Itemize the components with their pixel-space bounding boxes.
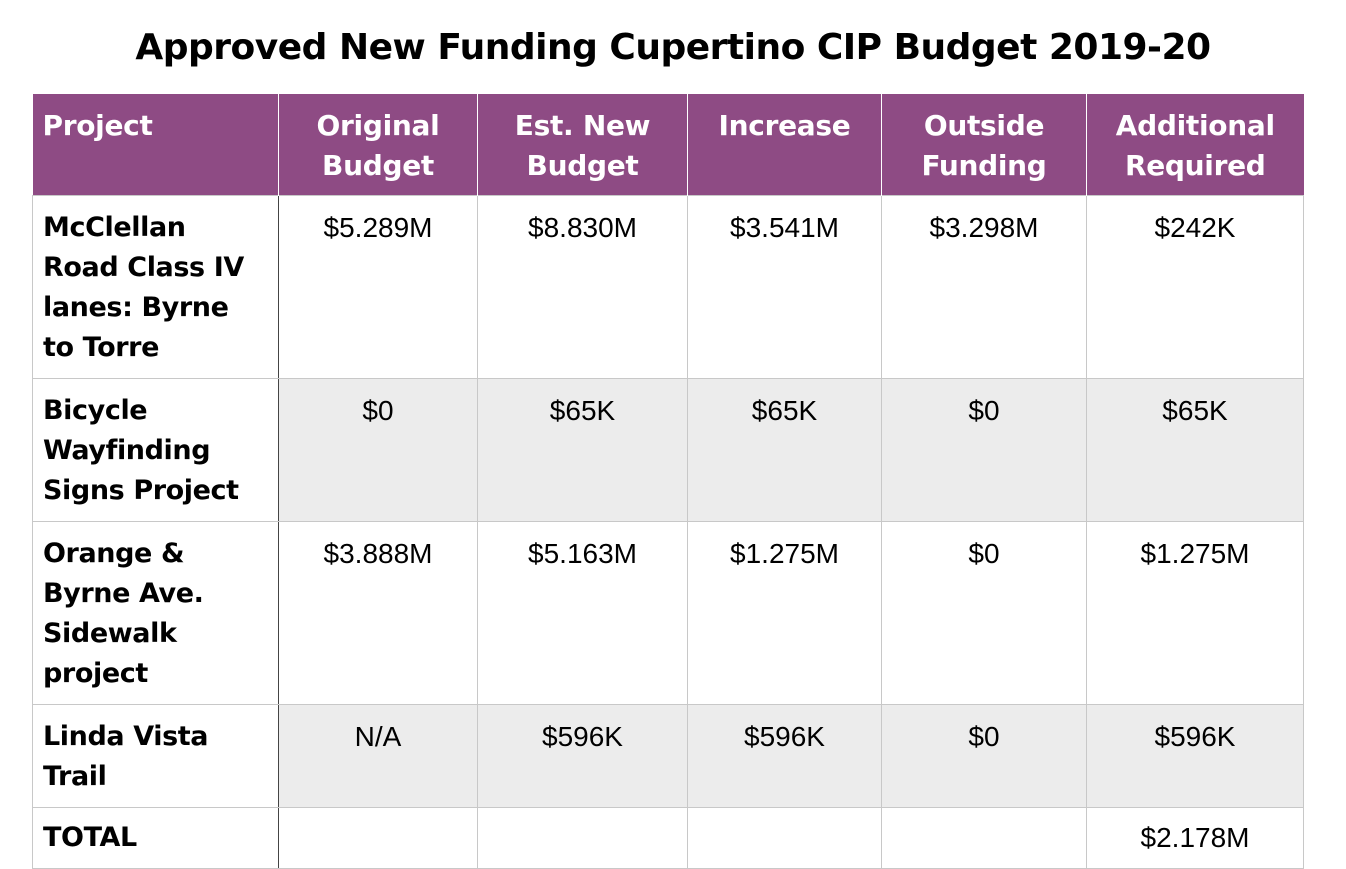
project-name: Orange & Byrne Ave. Sidewalk project — [32, 520, 279, 705]
header-original-budget: Original Budget — [278, 94, 478, 195]
additional-required-cell: $596K — [1086, 703, 1304, 808]
est-new-budget-cell: $5.163M — [477, 520, 688, 705]
header-project: Project — [32, 94, 279, 195]
additional-required-cell: $65K — [1086, 377, 1304, 522]
outside-funding-cell: $3.298M — [881, 194, 1087, 379]
project-name: McClellan Road Class IV lanes: Byrne to … — [32, 194, 279, 379]
header-est-new-budget: Est. New Budget — [477, 94, 688, 195]
original-budget-cell: $0 — [278, 377, 478, 522]
original-budget-cell — [278, 806, 478, 869]
page-title: Approved New Funding Cupertino CIP Budge… — [135, 27, 1211, 68]
increase-cell: $1.275M — [687, 520, 882, 705]
budget-table: Project Original Budget Est. New Budget … — [32, 94, 1304, 869]
table-row: Bicycle Wayfinding Signs Project $0 $65K… — [32, 377, 1304, 522]
project-name: Bicycle Wayfinding Signs Project — [32, 377, 279, 522]
original-budget-cell: $5.289M — [278, 194, 478, 379]
increase-cell: $65K — [687, 377, 882, 522]
table-row: Orange & Byrne Ave. Sidewalk project $3.… — [32, 520, 1304, 705]
outside-funding-cell — [881, 806, 1087, 869]
outside-funding-cell: $0 — [881, 377, 1087, 522]
table-row: Linda Vista Trail N/A $596K $596K $0 $59… — [32, 703, 1304, 808]
table-row: McClellan Road Class IV lanes: Byrne to … — [32, 194, 1304, 379]
est-new-budget-cell: $65K — [477, 377, 688, 522]
total-label: TOTAL — [32, 806, 279, 869]
total-additional-required: $2.178M — [1086, 806, 1304, 869]
additional-required-cell: $242K — [1086, 194, 1304, 379]
outside-funding-cell: $0 — [881, 703, 1087, 808]
outside-funding-cell: $0 — [881, 520, 1087, 705]
est-new-budget-cell: $8.830M — [477, 194, 688, 379]
header-increase: Increase — [687, 94, 882, 195]
increase-cell: $596K — [687, 703, 882, 808]
header-additional-required: Additional Required — [1086, 94, 1304, 195]
table-total-row: TOTAL $2.178M — [32, 806, 1304, 869]
table-header-row: Project Original Budget Est. New Budget … — [32, 94, 1304, 195]
original-budget-cell: N/A — [278, 703, 478, 808]
est-new-budget-cell — [477, 806, 688, 869]
original-budget-cell: $3.888M — [278, 520, 478, 705]
additional-required-cell: $1.275M — [1086, 520, 1304, 705]
project-name: Linda Vista Trail — [32, 703, 279, 808]
est-new-budget-cell: $596K — [477, 703, 688, 808]
header-outside-funding: Outside Funding — [881, 94, 1087, 195]
increase-cell — [687, 806, 882, 869]
increase-cell: $3.541M — [687, 194, 882, 379]
